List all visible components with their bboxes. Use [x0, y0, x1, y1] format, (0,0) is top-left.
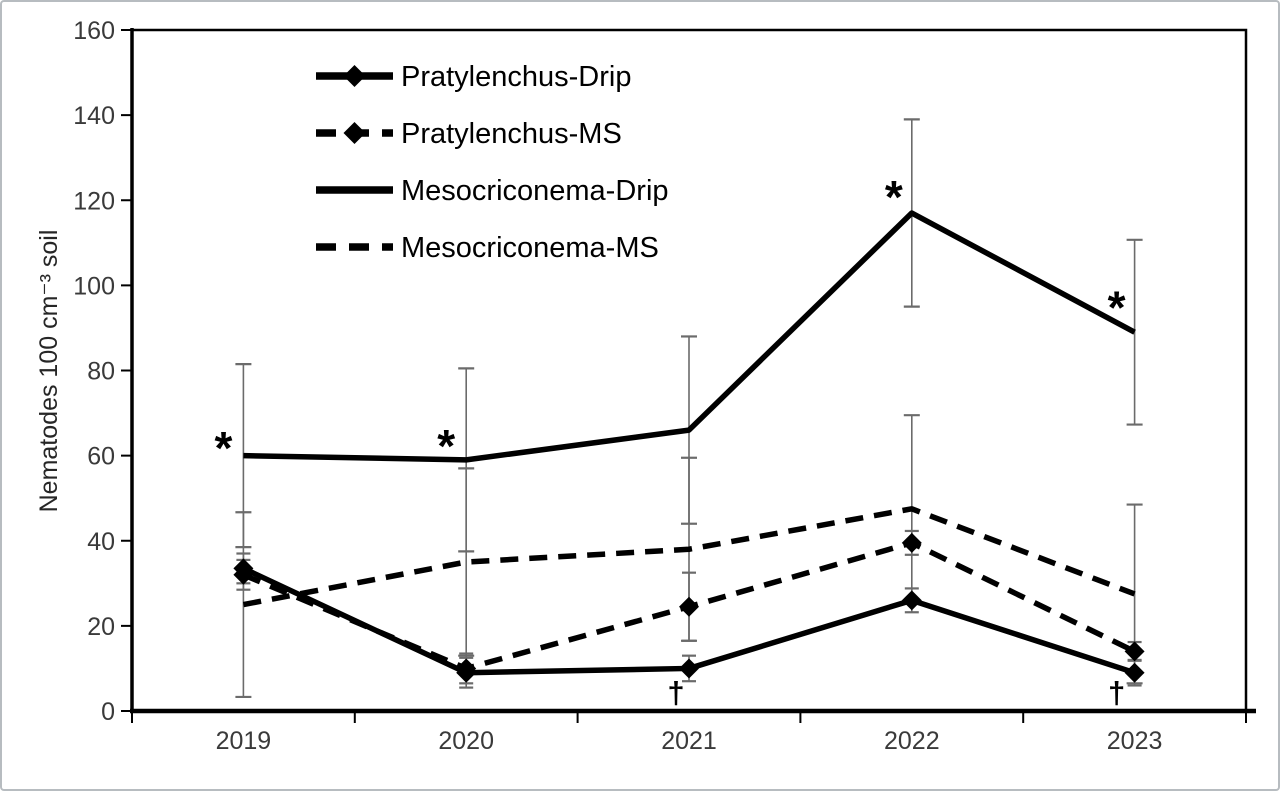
asterisk-annotation: * [214, 422, 232, 474]
legend-item-mesocriconema-drip: Mesocriconema-Drip [316, 175, 669, 207]
error-bar [458, 467, 475, 657]
legend-label: Pratylenchus-Drip [401, 61, 631, 93]
dagger-annotation: † [1108, 675, 1125, 710]
asterisk-annotation: * [437, 420, 455, 472]
y-tick-label: 20 [87, 613, 115, 641]
asterisk-annotation: * [1108, 282, 1126, 334]
asterisk-annotation: * [885, 171, 903, 223]
legend-layer: Pratylenchus-Drip Pratylenchus-MS Mesocric… [316, 61, 669, 264]
series-line-mesocriconema-drip [243, 210, 1136, 463]
series-line-mesocriconema-ms [242, 506, 1136, 608]
diamond-marker [901, 532, 922, 553]
tick-labels-layer: 0 20 40 60 80 100 120 140 160 2019 2020 2021 2022 202… [73, 17, 1162, 755]
diamond-marker [901, 590, 922, 611]
legend-diamond-marker [343, 65, 366, 87]
legend-diamond-marker [343, 122, 366, 144]
legend-item-pratylenchus-ms: Pratylenchus-MS [316, 118, 622, 150]
diamond-marker [679, 658, 699, 679]
dagger-annotation: † [667, 675, 684, 710]
legend-label: Mesocriconema-MS [401, 232, 659, 264]
x-tick-label: 2023 [1107, 727, 1163, 755]
x-tick-label: 2020 [438, 727, 494, 755]
y-axis-title: Nematodes 100 cm⁻³ soil [35, 230, 63, 513]
y-tick-label: 0 [101, 698, 115, 726]
legend-label: Mesocriconema-Drip [401, 175, 669, 207]
y-tick-label: 140 [73, 102, 115, 130]
diamond-marker [456, 658, 477, 679]
diamond-marker [233, 564, 254, 585]
diamond-marker [679, 596, 699, 617]
y-tick-label: 120 [73, 187, 115, 215]
annotations-layer: * * * * † † [214, 171, 1125, 710]
x-tick-label: 2021 [661, 727, 717, 755]
legend-label: Pratylenchus-MS [401, 118, 622, 150]
y-tick-label: 100 [73, 272, 115, 300]
x-tick-label: 2022 [884, 727, 940, 755]
y-tick-label: 160 [73, 17, 115, 45]
x-tick-label: 2019 [216, 727, 272, 755]
diamond-marker [1124, 641, 1145, 662]
legend-item-pratylenchus-drip: Pratylenchus-Drip [316, 61, 631, 93]
series-lines-layer [233, 210, 1145, 683]
diamond-marker [1124, 662, 1145, 683]
plot-frame-layer [121, 28, 1256, 723]
legend-item-mesocriconema-ms: Mesocriconema-MS [316, 232, 659, 264]
y-tick-label: 80 [87, 358, 115, 386]
y-tick-label: 40 [87, 528, 115, 556]
y-tick-label: 60 [87, 443, 115, 471]
